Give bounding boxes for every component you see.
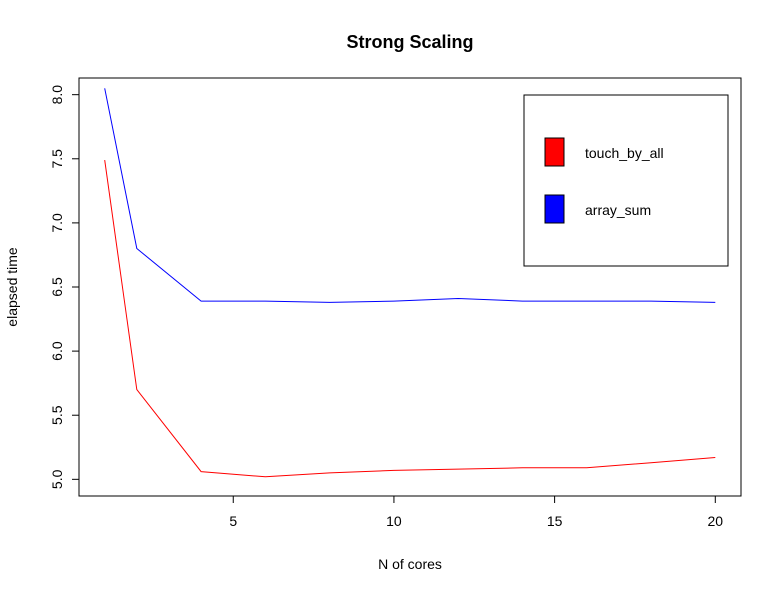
x-axis-label: N of cores <box>378 556 442 572</box>
legend-box <box>523 94 729 267</box>
legend-swatch-touch-by-all <box>544 137 565 167</box>
legend-swatch-array-sum <box>544 194 565 224</box>
series-line-array-sum <box>104 88 716 303</box>
legend-label-touch-by-all: touch_by_all <box>585 145 664 161</box>
x-axis: 5 10 15 20 <box>229 495 724 529</box>
chart-title: Strong Scaling <box>346 32 473 52</box>
y-tick-label: 7.0 <box>49 213 65 233</box>
legend-label-array-sum: array_sum <box>585 202 651 218</box>
x-tick-label: 5 <box>229 513 237 529</box>
series-line-touch-by-all <box>104 160 716 478</box>
y-tick-label: 6.5 <box>49 277 65 297</box>
y-tick-label: 6.0 <box>49 341 65 361</box>
y-tick-label: 8.0 <box>49 85 65 105</box>
y-axis-label: elapsed time <box>4 247 20 327</box>
x-tick-label: 20 <box>708 513 724 529</box>
x-tick-label: 15 <box>547 513 563 529</box>
y-tick-label: 5.5 <box>49 405 65 425</box>
y-tick-label: 7.5 <box>49 149 65 169</box>
legend: touch_by_all array_sum <box>523 94 729 267</box>
series-layer <box>104 88 716 478</box>
x-tick-label: 10 <box>386 513 402 529</box>
y-axis: 5.0 5.5 6.0 6.5 7.0 7.5 8.0 <box>49 85 80 489</box>
y-tick-label: 5.0 <box>49 469 65 489</box>
